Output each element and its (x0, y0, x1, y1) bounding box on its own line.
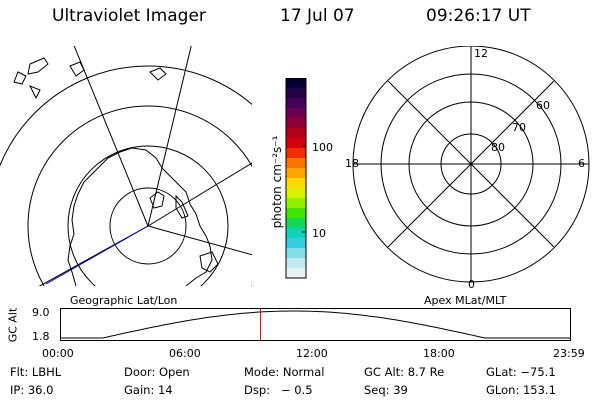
color-bar-segment (286, 108, 306, 119)
color-bar-segment (286, 118, 306, 129)
coastline (69, 61, 167, 81)
mlt-label-12: 12 (474, 47, 488, 60)
color-bar-segment (286, 188, 306, 199)
altitude-curve (60, 310, 570, 339)
geographic-map (0, 46, 252, 286)
meridian-line (147, 46, 192, 227)
instrument-title: Ultraviolet Imager (52, 6, 206, 26)
mlt-line (387, 80, 555, 248)
date-label: 17 Jul 07 (280, 6, 355, 26)
lat-circle (0, 65, 252, 286)
color-bar-segment (286, 148, 306, 159)
status-dsp: Dsp: − 0.5 (244, 383, 313, 397)
color-bar-segment (286, 248, 306, 259)
time-tick-0600: 06:00 (169, 347, 201, 360)
lat-circle (27, 105, 252, 286)
time-label: 09:26:17 UT (426, 6, 531, 26)
status-gcalt: GC Alt: 8.7 Re (364, 365, 445, 379)
time-tick-0000: 00:00 (42, 347, 74, 360)
status-seq: Seq: 39 (364, 383, 408, 397)
meridian-line (147, 225, 252, 256)
apex-map (352, 46, 590, 283)
mlt-label-18: 18 (345, 157, 359, 170)
mlat-label-60: 60 (536, 99, 550, 112)
meridian-line (38, 225, 149, 286)
satellite-track (45, 225, 149, 285)
color-bar-segment (286, 88, 306, 99)
colorbar-tick-high: 100 (312, 141, 333, 154)
coastline (199, 251, 219, 273)
color-bar-segment (286, 198, 306, 209)
altitude-ylabel: GC Alt (6, 307, 20, 343)
altitude-plot-frame (60, 308, 571, 341)
color-bar-segment (286, 258, 306, 269)
color-bar-segment (286, 138, 306, 149)
lat-circle (67, 145, 229, 286)
time-tick-1800: 18:00 (423, 347, 455, 360)
coastline (67, 147, 213, 286)
color-bar-frame (285, 78, 307, 279)
meridian-line (73, 46, 149, 227)
color-bar-segment (286, 158, 306, 169)
time-tick-2359: 23:59 (553, 347, 585, 360)
status-gain: Gain: 14 (124, 383, 173, 397)
color-bar-segment (286, 228, 306, 239)
color-bar (285, 78, 307, 279)
color-bar-segment (286, 208, 306, 219)
color-bar-segment (286, 98, 306, 109)
mlat-label-80: 80 (491, 141, 505, 154)
color-bar-segment (286, 218, 306, 229)
mlt-label-0: 0 (468, 278, 475, 291)
status-mode: Mode: Normal (244, 365, 325, 379)
status-door: Door: Open (124, 365, 190, 379)
status-ip: IP: 36.0 (10, 383, 54, 397)
meridian-line (147, 162, 252, 227)
mlt-label-6: 6 (578, 157, 585, 170)
coastline (28, 85, 41, 100)
colorbar-label: photon cm⁻²s⁻¹ (270, 135, 284, 229)
lat-circle (109, 187, 187, 265)
time-tick-1200: 12:00 (296, 347, 328, 360)
coastline (175, 194, 189, 219)
geographic-caption: Geographic Lat/Lon (70, 294, 178, 307)
mlat-label-70: 70 (512, 121, 526, 134)
coastline (149, 191, 165, 209)
status-flt: Flt: LBHL (10, 365, 62, 379)
altitude-ymin: 1.8 (32, 330, 50, 343)
color-bar-segment (286, 178, 306, 189)
color-bar-segment (286, 268, 306, 279)
color-bar-segment (286, 238, 306, 249)
altitude-plot (60, 308, 571, 341)
colorbar-tick-low: 10 (312, 227, 326, 240)
apex-caption: Apex MLat/MLT (424, 294, 507, 307)
status-glat: GLat: −75.1 (486, 365, 556, 379)
color-bar-segment (286, 168, 306, 179)
status-glon: GLon: 153.1 (486, 383, 556, 397)
coastline (13, 57, 49, 85)
color-bar-segment (286, 128, 306, 139)
color-bar-segment (286, 78, 306, 89)
altitude-ymax: 9.0 (32, 306, 50, 319)
